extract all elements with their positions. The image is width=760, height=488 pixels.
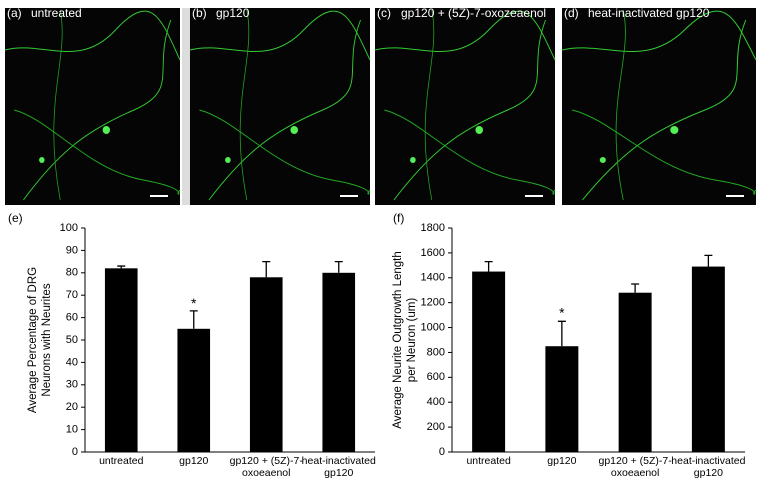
y-tick-label: 800 [427,346,445,358]
micrograph [375,8,555,205]
x-tick-label: heat-inactivated gp120 [671,455,746,479]
y-tick-label: 80 [66,267,78,279]
x-tick-label: gp120 + (5Z)-7-oxoeaenol [598,455,672,479]
x-tick-label-box: gp120 [179,455,209,467]
x-tick-label-box: untreated [466,455,511,467]
micrograph [5,8,180,205]
y-tick-label: 0 [72,446,78,458]
panel-label: (c) [377,6,391,20]
bar [618,292,652,452]
y-tick-label: 10 [66,424,78,436]
y-axis-label: Average Percentage of DRG [27,267,39,413]
x-tick-label-box: gp120 [547,455,577,467]
y-tick-label: 200 [427,421,445,433]
panel-caption: gp120 [216,6,250,20]
bar [322,272,356,452]
panel-label: (d) [564,6,579,20]
panel-caption: untreated [31,6,82,20]
x-tick-label-box: heat-inactivated gp120 [301,455,376,479]
y-tick-label: 1400 [421,272,445,284]
bar [249,277,283,452]
x-tick-label-box: gp120 + (5Z)-7-oxoeaenol [229,455,303,479]
y-tick-label: 20 [66,401,78,413]
x-tick-label: gp120 [179,455,209,467]
y-tick-label: 0 [439,446,445,458]
y-tick-label: 600 [427,371,445,383]
bar [545,346,579,452]
chart-label: (e) [8,211,23,225]
panel-label: (a) [7,6,22,20]
significance-marker: * [191,295,197,311]
micrograph [190,8,370,205]
bar [472,271,506,452]
x-tick-label-box: heat-inactivated gp120 [671,455,746,479]
x-tick-label-box: untreated [99,455,144,467]
y-tick-label: 1800 [421,222,445,234]
y-tick-label: 1600 [421,247,445,259]
y-tick-label: 400 [427,396,445,408]
panel-label: (b) [192,6,207,20]
y-tick-label: 1200 [421,297,445,309]
error-bar [631,283,640,293]
error-bar [334,260,343,273]
error-bar [557,320,566,347]
bar [691,266,725,452]
y-tick-label: 100 [60,222,78,234]
y-tick-label: 60 [66,312,78,324]
x-tick-label: untreated [466,455,511,467]
panel-caption: heat-inactivated gp120 [588,6,710,20]
x-tick-label-box: gp120 + (5Z)-7-oxoeaenol [598,455,672,479]
y-axis-label: Neurons with Neurites [41,283,53,396]
y-tick-label: 40 [66,356,78,368]
bar [177,328,211,452]
y-axis-label: per Neuron (um) [406,298,418,383]
y-tick-label: 50 [66,334,78,346]
error-bar [262,260,271,278]
x-tick-label: heat-inactivated gp120 [301,455,376,479]
y-tick-label: 70 [66,289,78,301]
x-tick-label: gp120 [547,455,577,467]
x-tick-label: gp120 + (5Z)-7-oxoeaenol [229,455,303,479]
micrograph [562,8,756,205]
chart-label: (f) [393,211,404,225]
error-bar [484,260,493,272]
y-axis-label: Average Neurite Outgrowth Length [392,251,404,429]
y-tick-label: 90 [66,244,78,256]
error-bar [189,310,198,329]
panel-caption: gp120 + (5Z)-7-oxozeaenol [401,6,546,20]
error-bar [117,265,126,269]
y-tick-label: 30 [66,379,78,391]
error-bar [704,254,713,267]
significance-marker: * [559,305,565,321]
x-tick-label: untreated [99,455,144,467]
y-tick-label: 1000 [421,321,445,333]
bar [104,268,138,452]
separator [182,8,190,205]
